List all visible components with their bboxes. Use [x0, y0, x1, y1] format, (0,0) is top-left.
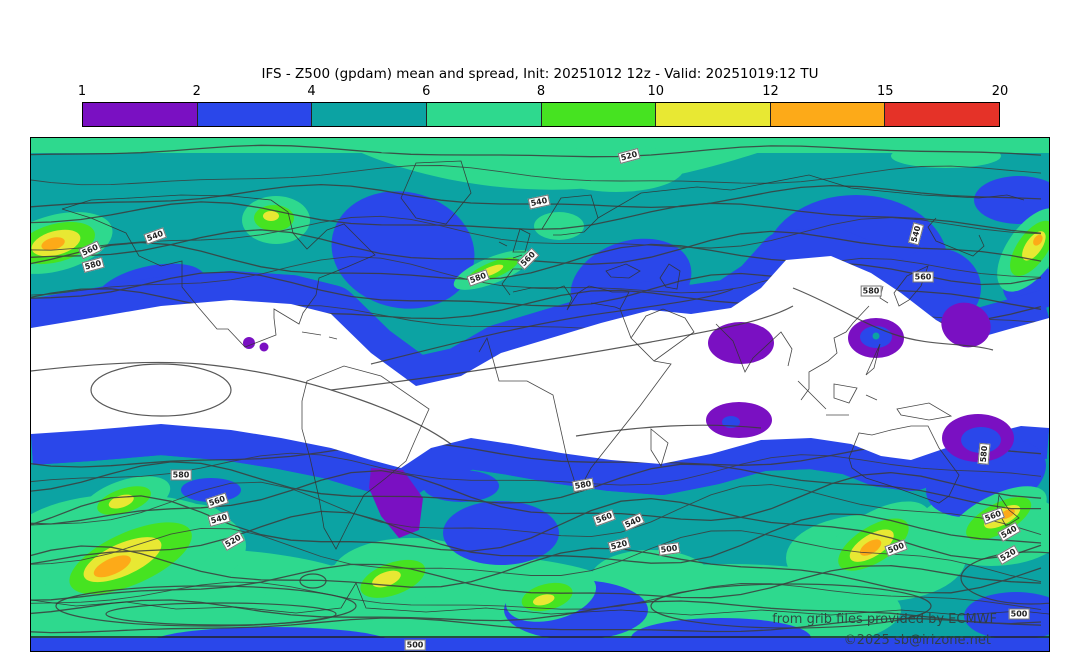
colorbar-segment-12-15: [770, 103, 886, 126]
colorbar-segment-6-8: [426, 103, 542, 126]
attribution-source: from grib files provided by ECMWF: [772, 612, 997, 627]
spread-2-4-antarctic-strip: [31, 638, 1049, 651]
contour-label-560: 560: [912, 271, 934, 283]
mean-contours-tropics: [31, 287, 1049, 629]
spread-below-1-white-band: [31, 256, 1049, 468]
colorbar-segment-15-20: [885, 103, 999, 126]
map-canvas: [31, 138, 1049, 651]
colorbar-tick-4: 4: [307, 84, 316, 99]
colorbar-tick-15: 15: [876, 84, 894, 99]
tropical-spread-blobs: [243, 302, 1014, 462]
colorbar-tick-12: 12: [762, 84, 779, 99]
colorbar-tick-10: 10: [647, 84, 665, 99]
colorbar-tick-row: 1 2 4 6 8 10 12 15 20: [78, 84, 1008, 100]
map-title: IFS - Z500 (gpdam) mean and spread, Init…: [261, 66, 819, 82]
colorbar: 1 2 4 6 8 10 12 15 20: [78, 84, 1008, 128]
colorbar-segment-4-6: [312, 103, 427, 126]
spread-6-8-north: [31, 138, 1049, 240]
mean-contours-south: [31, 441, 1042, 634]
colorbar-segment-2-4: [197, 103, 313, 126]
purple-tongue-samerica: [369, 468, 423, 538]
colorbar-tick-1: 1: [77, 84, 87, 99]
contour-label-580: 580: [977, 443, 991, 465]
colorbar-segment-10-12: [656, 103, 771, 126]
contour-label-580: 580: [860, 285, 882, 297]
world-spread-map: from grib files provided by ECMWF ©2025 …: [30, 137, 1050, 652]
attribution-copyright: ©2025 sb@irizone.net: [843, 633, 991, 648]
contour-label-500: 500: [1008, 608, 1030, 620]
colorbar-tick-20: 20: [991, 84, 1009, 99]
colorbar-segment-1-2: [83, 103, 198, 126]
contour-label-500: 500: [404, 639, 426, 651]
coastlines: [31, 160, 1049, 616]
colorbar-segment-8-10: [541, 103, 657, 126]
colorbar-tick-8: 8: [536, 84, 546, 99]
colorbar-strip: [82, 102, 1000, 127]
colorbar-tick-2: 2: [192, 84, 201, 99]
colorbar-tick-6: 6: [422, 84, 431, 99]
contour-label-580: 580: [170, 469, 192, 481]
